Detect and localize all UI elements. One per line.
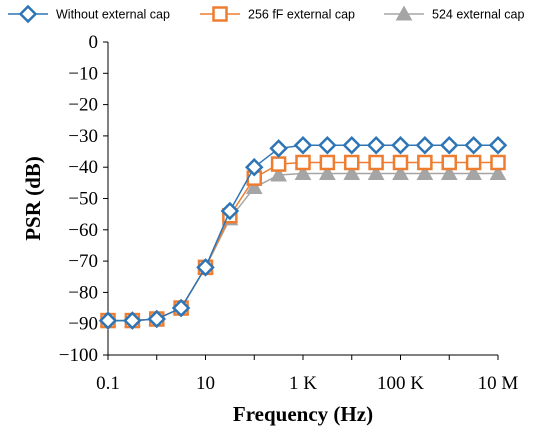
data-point bbox=[366, 136, 386, 155]
data-point bbox=[270, 166, 287, 182]
data-point bbox=[391, 136, 410, 155]
data-point bbox=[98, 311, 118, 330]
y-tick-label: −90 bbox=[68, 314, 98, 335]
y-tick-label: −20 bbox=[68, 95, 98, 116]
series-square bbox=[100, 154, 506, 329]
data-point bbox=[465, 154, 482, 171]
series-line bbox=[108, 161, 498, 322]
legend-item: Without external cap bbox=[8, 4, 170, 24]
data-point bbox=[343, 164, 361, 180]
data-point bbox=[368, 154, 384, 171]
data-point bbox=[220, 201, 240, 221]
legend-marker bbox=[18, 4, 38, 24]
x-tick-label: 10 M bbox=[478, 373, 519, 394]
data-point bbox=[344, 154, 360, 171]
x-tick-label: 100 K bbox=[377, 373, 424, 394]
data-point bbox=[490, 154, 506, 171]
data-point bbox=[417, 154, 433, 171]
series-diamond bbox=[98, 136, 508, 330]
series-line bbox=[108, 172, 498, 322]
y-tick-label: −30 bbox=[68, 126, 98, 147]
data-point bbox=[319, 164, 336, 180]
data-point bbox=[439, 136, 459, 155]
legend-label: 256 fF external cap bbox=[248, 8, 355, 22]
x-tick-label: 0.1 bbox=[96, 373, 120, 394]
data-point bbox=[293, 136, 313, 155]
data-point bbox=[269, 139, 288, 158]
legend-item: 256 fF external cap bbox=[200, 6, 355, 22]
data-point bbox=[196, 258, 215, 277]
y-tick-label: −60 bbox=[68, 220, 98, 241]
data-point bbox=[342, 136, 362, 155]
data-point bbox=[416, 164, 434, 180]
data-point bbox=[171, 298, 191, 318]
data-point bbox=[270, 156, 287, 172]
series-layer bbox=[98, 136, 508, 330]
series-triangle bbox=[99, 164, 507, 328]
x-tick-label: 10 bbox=[196, 373, 215, 394]
data-point bbox=[465, 164, 482, 180]
legend-marker bbox=[395, 5, 413, 21]
data-point bbox=[488, 136, 508, 155]
data-point bbox=[392, 164, 409, 180]
y-tick-label: −40 bbox=[68, 157, 98, 178]
legend: Without external cap 256 fF external cap 5… bbox=[8, 4, 524, 24]
legend-item: 524 external cap bbox=[384, 5, 524, 22]
data-point bbox=[319, 154, 336, 171]
y-tick-label: −80 bbox=[68, 282, 98, 303]
x-tick-label: 1 K bbox=[289, 373, 317, 394]
data-point bbox=[318, 136, 337, 155]
data-point bbox=[244, 157, 264, 177]
data-point bbox=[295, 154, 311, 171]
x-axis-title: Frequency (Hz) bbox=[233, 402, 373, 426]
y-tick-label: −10 bbox=[68, 63, 98, 84]
data-point bbox=[464, 136, 483, 155]
legend-label: 524 external cap bbox=[432, 8, 524, 22]
y-tick-label: 0 bbox=[89, 32, 99, 53]
data-point bbox=[441, 154, 457, 171]
y-tick-label: −100 bbox=[59, 345, 98, 366]
axes: 0 −10 −20 −30 −40 −50 −60 −70 −80 −90 −100 0.1 10 1 K… bbox=[59, 32, 519, 394]
data-point bbox=[440, 164, 458, 180]
data-point bbox=[123, 311, 142, 330]
y-axis-title: PSR (dB) bbox=[21, 156, 45, 241]
legend-marker bbox=[212, 6, 228, 22]
data-point bbox=[245, 179, 263, 195]
data-point bbox=[489, 164, 507, 180]
y-tick-label: −50 bbox=[68, 189, 98, 210]
data-point bbox=[392, 154, 409, 171]
data-point bbox=[147, 309, 167, 329]
data-point bbox=[294, 164, 312, 180]
data-point bbox=[415, 136, 435, 155]
y-tick-label: −70 bbox=[68, 251, 98, 272]
legend-label: Without external cap bbox=[56, 8, 170, 22]
data-point bbox=[367, 164, 385, 180]
